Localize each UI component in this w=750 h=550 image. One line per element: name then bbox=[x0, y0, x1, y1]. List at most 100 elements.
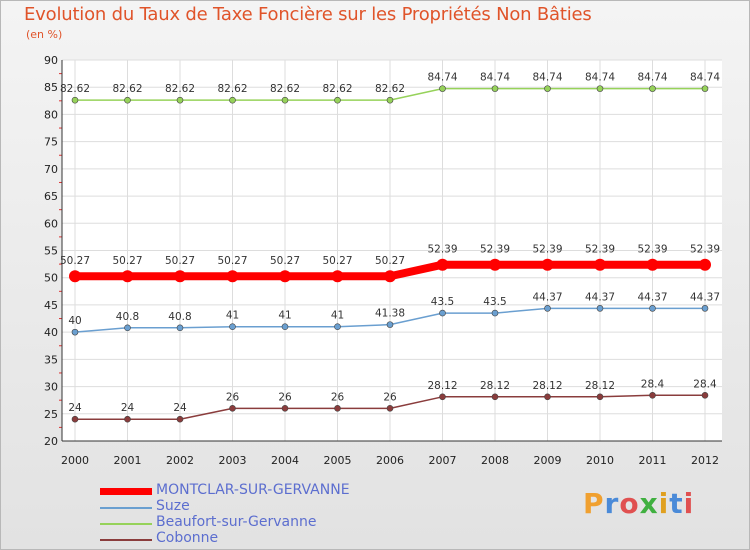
data-point bbox=[544, 305, 551, 312]
data-point bbox=[386, 96, 394, 104]
data-point bbox=[281, 96, 289, 104]
y-tick-label: 30 bbox=[44, 381, 58, 394]
data-label: 50.27 bbox=[375, 255, 405, 267]
data-label: 28.12 bbox=[480, 380, 510, 392]
data-label: 84.74 bbox=[427, 72, 457, 84]
data-point bbox=[439, 393, 446, 401]
data-point bbox=[596, 305, 604, 312]
x-tick-label: 2002 bbox=[166, 454, 194, 467]
y-tick-label: 55 bbox=[44, 245, 58, 258]
data-label: 28.4 bbox=[693, 378, 717, 390]
data-label: 26 bbox=[278, 391, 292, 403]
data-label: 44.37 bbox=[532, 291, 562, 303]
data-point bbox=[71, 96, 79, 104]
data-point bbox=[124, 415, 131, 423]
data-label: 44.37 bbox=[690, 291, 720, 303]
legend-swatch-suze bbox=[100, 507, 152, 509]
y-tick-label: 25 bbox=[44, 408, 58, 421]
x-tick-label: 2009 bbox=[534, 454, 562, 467]
data-label: 44.37 bbox=[585, 291, 615, 303]
data-point bbox=[596, 393, 604, 401]
data-label: 50.27 bbox=[60, 255, 90, 267]
data-label: 28.4 bbox=[641, 378, 665, 390]
data-point bbox=[176, 324, 184, 332]
y-axis-unit: (en %) bbox=[26, 28, 63, 41]
data-label: 26 bbox=[226, 391, 240, 403]
data-label: 28.12 bbox=[427, 380, 457, 392]
data-label: 52.39 bbox=[637, 244, 667, 256]
y-tick-label: 45 bbox=[44, 299, 58, 312]
data-point bbox=[701, 391, 709, 399]
data-point bbox=[491, 309, 499, 317]
data-point bbox=[646, 258, 659, 271]
data-point bbox=[699, 258, 711, 271]
x-tick-label: 2003 bbox=[219, 454, 247, 467]
data-label: 28.12 bbox=[585, 380, 615, 392]
data-label: 50.27 bbox=[322, 255, 352, 267]
data-point bbox=[71, 415, 79, 423]
data-point bbox=[386, 321, 394, 328]
logo-letter: i bbox=[658, 487, 670, 520]
data-label: 52.39 bbox=[427, 244, 457, 256]
data-label: 84.74 bbox=[585, 72, 615, 84]
proxiti-logo[interactable]: Proxiti bbox=[583, 487, 694, 520]
data-label: 84.74 bbox=[690, 72, 720, 84]
logo-letter: r bbox=[604, 487, 620, 520]
data-point bbox=[596, 85, 604, 92]
legend-swatch-beaufort bbox=[100, 523, 152, 525]
data-label: 40.8 bbox=[116, 311, 139, 323]
data-label: 84.74 bbox=[532, 72, 562, 84]
data-label: 82.62 bbox=[375, 83, 405, 95]
data-point bbox=[176, 96, 184, 104]
data-point bbox=[334, 96, 341, 104]
data-label: 43.5 bbox=[483, 296, 506, 308]
data-label: 50.27 bbox=[270, 255, 300, 267]
data-label: 82.62 bbox=[60, 83, 90, 95]
data-label: 82.62 bbox=[217, 83, 247, 95]
data-point bbox=[69, 270, 81, 283]
data-label: 52.39 bbox=[690, 244, 720, 256]
y-tick-label: 50 bbox=[44, 272, 58, 285]
data-point bbox=[124, 96, 131, 104]
data-point bbox=[649, 305, 656, 312]
y-tick-label: 60 bbox=[44, 217, 58, 230]
data-point bbox=[386, 405, 394, 412]
data-label: 82.62 bbox=[322, 83, 352, 95]
data-point bbox=[491, 85, 499, 92]
data-label: 43.5 bbox=[431, 296, 454, 308]
data-label: 41 bbox=[278, 310, 291, 322]
data-label: 28.12 bbox=[532, 380, 562, 392]
legend-label-suze: Suze bbox=[156, 498, 190, 514]
data-label: 50.27 bbox=[112, 255, 142, 267]
x-tick-label: 2008 bbox=[481, 454, 509, 467]
data-point bbox=[439, 309, 446, 317]
legend-label-montclar: MONTCLAR-SUR-GERVANNE bbox=[156, 482, 350, 498]
x-tick-label: 2011 bbox=[639, 454, 667, 467]
data-point bbox=[279, 270, 291, 283]
x-tick-label: 2010 bbox=[586, 454, 614, 467]
data-label: 50.27 bbox=[165, 255, 195, 267]
x-tick-label: 2004 bbox=[271, 454, 299, 467]
data-label: 82.62 bbox=[112, 83, 142, 95]
legend-swatch-cobonne bbox=[100, 539, 152, 541]
legend-swatch-montclar bbox=[100, 488, 152, 495]
data-point bbox=[436, 258, 449, 271]
y-tick-label: 65 bbox=[44, 190, 58, 203]
data-label: 44.37 bbox=[637, 291, 667, 303]
data-point bbox=[174, 270, 186, 283]
data-label: 24 bbox=[173, 402, 187, 414]
x-tick-label: 2006 bbox=[376, 454, 404, 467]
logo-letter: t bbox=[669, 487, 684, 520]
data-point bbox=[331, 270, 344, 283]
y-tick-label: 20 bbox=[44, 435, 58, 448]
data-point bbox=[334, 405, 341, 412]
x-tick-label: 2000 bbox=[61, 454, 89, 467]
legend-label-beaufort: Beaufort-sur-Gervanne bbox=[156, 514, 317, 530]
y-tick-label: 70 bbox=[44, 163, 58, 176]
data-point bbox=[229, 405, 236, 412]
data-point bbox=[594, 258, 606, 271]
data-point bbox=[229, 96, 236, 104]
data-point bbox=[701, 305, 709, 312]
y-tick-label: 85 bbox=[44, 81, 58, 94]
